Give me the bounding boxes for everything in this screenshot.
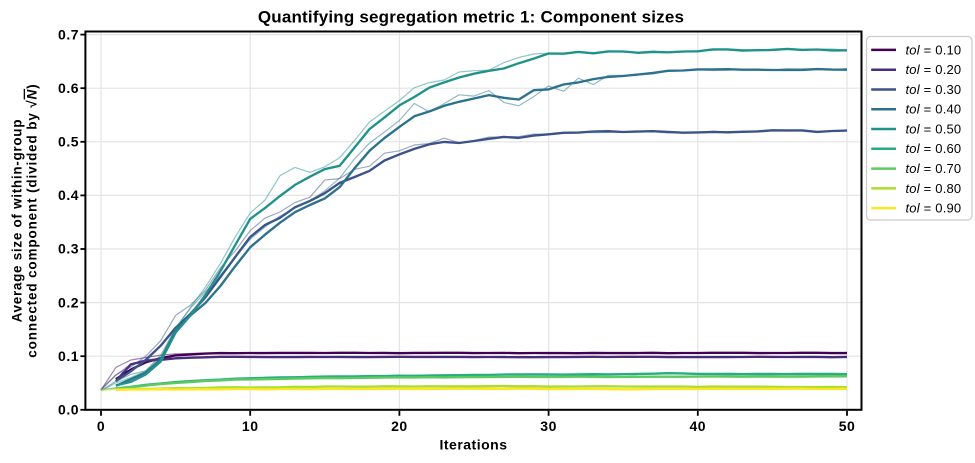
- svg-text:0.4: 0.4: [58, 187, 79, 203]
- svg-text:tol = 0.70: tol = 0.70: [906, 161, 962, 176]
- svg-text:tol = 0.80: tol = 0.80: [906, 181, 962, 196]
- svg-text:tol = 0.10: tol = 0.10: [906, 42, 962, 57]
- svg-text:Iterations: Iterations: [439, 437, 507, 453]
- svg-text:tol = 0.90: tol = 0.90: [906, 201, 962, 216]
- svg-text:tol = 0.40: tol = 0.40: [906, 102, 962, 117]
- svg-text:connected component (divided b: connected component (divided by √N): [25, 83, 40, 357]
- svg-text:0.0: 0.0: [58, 402, 79, 418]
- svg-text:0.1: 0.1: [58, 348, 79, 364]
- svg-text:0.2: 0.2: [58, 294, 79, 310]
- svg-text:10: 10: [242, 418, 259, 434]
- svg-text:tol = 0.60: tol = 0.60: [906, 141, 962, 156]
- svg-text:Quantifying segregation metric: Quantifying segregation metric 1: Compon…: [258, 8, 684, 27]
- svg-text:0.5: 0.5: [58, 134, 79, 150]
- svg-text:0.6: 0.6: [58, 80, 79, 96]
- svg-text:0.7: 0.7: [58, 26, 79, 42]
- svg-text:tol = 0.20: tol = 0.20: [906, 62, 962, 77]
- svg-text:50: 50: [839, 418, 856, 434]
- svg-text:30: 30: [540, 418, 557, 434]
- svg-text:20: 20: [391, 418, 408, 434]
- svg-text:40: 40: [690, 418, 707, 434]
- svg-text:tol = 0.50: tol = 0.50: [906, 121, 962, 136]
- svg-text:0: 0: [97, 418, 105, 434]
- svg-text:Average size of within-group: Average size of within-group: [10, 119, 25, 323]
- svg-text:0.3: 0.3: [58, 241, 79, 257]
- svg-text:tol = 0.30: tol = 0.30: [906, 82, 962, 97]
